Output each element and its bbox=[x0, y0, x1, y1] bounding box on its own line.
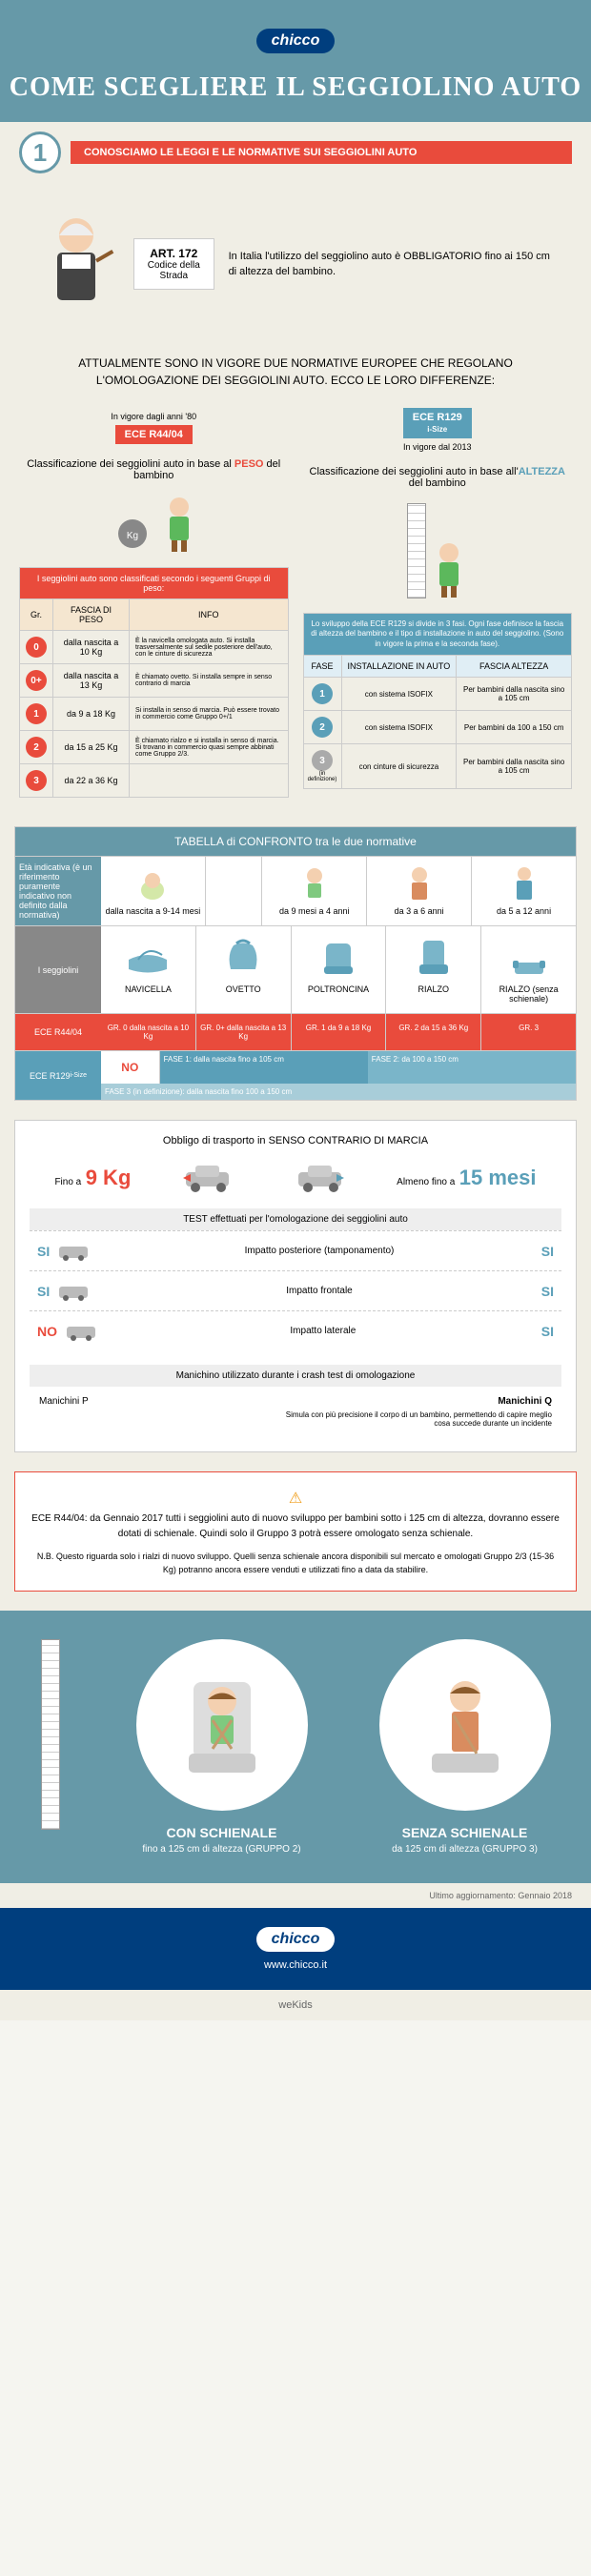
age-1: da 9 mesi a 4 anni bbox=[262, 857, 367, 925]
ece44-label: ECE R44/04 bbox=[115, 425, 193, 444]
month-limit: Almeno fino a 15 mesi bbox=[397, 1166, 536, 1190]
intro-text: ATTUALMENTE SONO IN VIGORE DUE NORMATIVE… bbox=[0, 345, 591, 398]
warning-text-2: N.B. Questo riguarda solo i rialzi di nu… bbox=[30, 1550, 561, 1577]
credits: weKids bbox=[0, 1990, 591, 2020]
warning-box: ⚠ ECE R44/04: da Gennaio 2017 tutti i se… bbox=[14, 1471, 577, 1592]
test-row: SI Impatto frontale SI bbox=[30, 1270, 561, 1310]
test-row: NO Impatto laterale SI bbox=[30, 1310, 561, 1350]
manichini-title: Manichino utilizzato durante i crash tes… bbox=[30, 1365, 561, 1387]
ece44-row: 0+ dalla nascita a 13 Kg È chiamato ovet… bbox=[20, 663, 288, 697]
age-3: da 5 a 12 anni bbox=[472, 857, 576, 925]
ece129-table-head: Lo sviluppo della ECE R129 si divide in … bbox=[304, 614, 572, 655]
ece129-classification: Classificazione dei seggiolini auto in b… bbox=[303, 466, 573, 489]
legal-info-box: ART. 172 Codice della Strada In Italia l… bbox=[19, 193, 572, 335]
ece129-row-label: ECE R129i-Size bbox=[15, 1051, 101, 1100]
article-sub: Codice della Strada bbox=[142, 260, 206, 281]
ece44-table-head: I seggiolini auto sono classificati seco… bbox=[20, 568, 288, 598]
age-label: Età indicativa (è un riferimento puramen… bbox=[15, 857, 101, 925]
ece44-row: 0 dalla nascita a 10 Kg È la navicella o… bbox=[20, 630, 288, 663]
ece44-table: I seggiolini auto sono classificati seco… bbox=[19, 567, 289, 798]
ece44-classification: Classificazione dei seggiolini auto in b… bbox=[19, 458, 289, 481]
legal-text: In Italia l'utilizzo del seggiolino auto… bbox=[229, 249, 558, 280]
seats-label: I seggiolini bbox=[15, 926, 101, 1013]
section-title: CONOSCIAMO LE LEGGI E LE NORMATIVE SUI S… bbox=[71, 141, 572, 164]
age-0: dalla nascita a 9-14 mesi bbox=[101, 857, 206, 925]
ece44-row: 3 da 22 a 36 Kg bbox=[20, 763, 288, 797]
car-right-icon bbox=[289, 1161, 346, 1194]
seat-cell: RIALZO (senza schienale) bbox=[481, 926, 576, 1013]
ece44-row-label: ECE R44/04 bbox=[15, 1014, 101, 1050]
main-title: COME SCEGLIERE IL SEGGIOLINO AUTO bbox=[0, 72, 591, 103]
ece129-column: ECE R129i-Size In vigore dal 2013 Classi… bbox=[303, 408, 573, 798]
reverse-direction-box: Obbligo di trasporto in SENSO CONTRARIO … bbox=[14, 1120, 577, 1452]
section-number: 1 bbox=[19, 132, 61, 173]
child-seat-back-icon bbox=[165, 1663, 279, 1787]
seat-cell: OVETTO bbox=[196, 926, 292, 1013]
warning-text-1: ECE R44/04: da Gennaio 2017 tutti i segg… bbox=[30, 1511, 561, 1542]
ece129-label: ECE R129i-Size bbox=[403, 408, 472, 438]
ece129-vigor: In vigore dal 2013 bbox=[303, 442, 573, 452]
ece44-row: 2 da 15 a 25 Kg È chiamato rialzo e si i… bbox=[20, 730, 288, 763]
with-backrest: CON SCHIENALE fino a 125 cm di altezza (… bbox=[136, 1639, 308, 1855]
seat-cell: RIALZO bbox=[386, 926, 481, 1013]
ece129-table: Lo sviluppo della ECE R129 si divide in … bbox=[303, 613, 573, 789]
brand-logo: chicco bbox=[256, 29, 336, 53]
footer: chicco www.chicco.it bbox=[0, 1908, 591, 1990]
ruler-icon bbox=[41, 1639, 60, 1830]
car-crash-icon bbox=[50, 1239, 97, 1263]
ece44-row: 1 da 9 a 18 Kg Si installa in senso di m… bbox=[20, 697, 288, 730]
judge-icon bbox=[33, 207, 119, 321]
warning-icon: ⚠ bbox=[289, 1491, 302, 1507]
reverse-title: Obbligo di trasporto in SENSO CONTRARIO … bbox=[30, 1135, 561, 1146]
article-code: ART. 172 bbox=[142, 247, 206, 260]
ece44-column: In vigore dagli anni '80 ECE R44/04 Clas… bbox=[19, 408, 289, 798]
height-icon bbox=[303, 503, 573, 603]
header: chicco COME SCEGLIERE IL SEGGIOLINO AUTO bbox=[0, 0, 591, 122]
without-backrest: SENZA SCHIENALE da 125 cm di altezza (GR… bbox=[379, 1639, 551, 1855]
weight-limit: Fino a 9 Kg bbox=[54, 1166, 131, 1190]
age-2: da 3 a 6 anni bbox=[367, 857, 472, 925]
backrest-section: CON SCHIENALE fino a 125 cm di altezza (… bbox=[0, 1611, 591, 1883]
ece129-row: 2 con sistema ISOFIX Per bambini da 100 … bbox=[304, 710, 572, 743]
child-seat-noback-icon bbox=[408, 1663, 522, 1787]
svg-text:Kg: Kg bbox=[127, 531, 138, 541]
ece129-row: 1 con sistema ISOFIX Per bambini dalla n… bbox=[304, 677, 572, 710]
manichini-row: Manichini P Manichini Q Simula con più p… bbox=[30, 1387, 561, 1437]
regulations-columns: In vigore dagli anni '80 ECE R44/04 Clas… bbox=[0, 398, 591, 807]
last-update: Ultimo aggiornamento: Gennaio 2018 bbox=[0, 1883, 591, 1908]
seat-cell: POLTRONCINA bbox=[292, 926, 387, 1013]
footer-logo: chicco bbox=[256, 1927, 336, 1952]
comparison-table: TABELLA di CONFRONTO tra le due normativ… bbox=[14, 826, 577, 1101]
article-box: ART. 172 Codice della Strada bbox=[133, 238, 214, 290]
seat-cell: NAVICELLA bbox=[101, 926, 196, 1013]
car-crash-icon bbox=[57, 1319, 105, 1343]
ece129-row: 3(in definizione) con cinture di sicurez… bbox=[304, 743, 572, 788]
car-crash-icon bbox=[50, 1279, 97, 1303]
weight-icon: Kg bbox=[19, 496, 289, 558]
test-title: TEST effettuati per l'omologazione dei s… bbox=[30, 1208, 561, 1230]
ece44-vigor: In vigore dagli anni '80 bbox=[19, 412, 289, 421]
section-1-header: 1 CONOSCIAMO LE LEGGI E LE NORMATIVE SUI… bbox=[0, 122, 591, 183]
footer-url: www.chicco.it bbox=[19, 1959, 572, 1971]
comparison-title: TABELLA di CONFRONTO tra le due normativ… bbox=[15, 827, 576, 856]
infographic-container: chicco COME SCEGLIERE IL SEGGIOLINO AUTO… bbox=[0, 0, 591, 2020]
car-left-icon bbox=[181, 1161, 238, 1194]
test-row: SI Impatto posteriore (tamponamento) SI bbox=[30, 1230, 561, 1270]
